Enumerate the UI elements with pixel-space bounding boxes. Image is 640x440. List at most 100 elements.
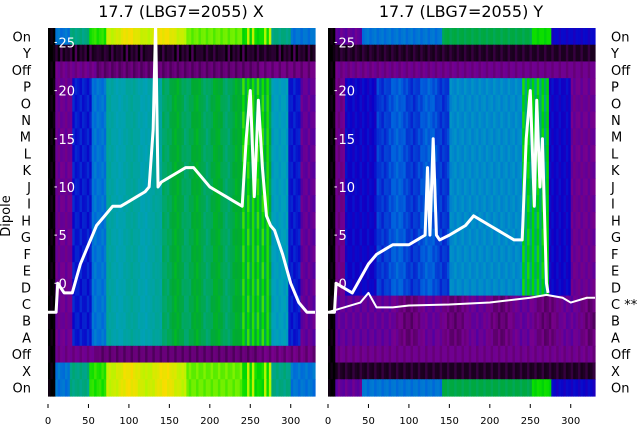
heatmap-cell bbox=[208, 329, 212, 347]
heatmap-cell bbox=[261, 379, 265, 397]
heatmap-cell bbox=[213, 145, 217, 163]
heatmap-cell bbox=[60, 195, 64, 213]
heatmap-cell bbox=[580, 78, 584, 96]
heatmap-cell bbox=[183, 329, 187, 347]
heatmap-cell bbox=[230, 345, 234, 364]
heatmap-cell bbox=[466, 111, 470, 129]
heatmap-cell bbox=[340, 262, 344, 280]
heatmap-cell bbox=[103, 295, 107, 313]
heatmap-cell bbox=[415, 362, 419, 380]
heatmap-cell bbox=[366, 78, 370, 96]
heatmap-cell bbox=[94, 178, 98, 196]
heatmap-cell bbox=[162, 212, 166, 230]
heatmap-cell bbox=[541, 345, 545, 364]
heatmap-cell bbox=[553, 111, 557, 129]
heatmap-cell bbox=[556, 295, 560, 313]
heatmap-cell bbox=[420, 195, 424, 213]
heatmap-cell bbox=[388, 228, 392, 247]
heatmap-cell bbox=[456, 312, 460, 330]
heatmap-cell bbox=[328, 212, 332, 230]
heatmap-cell bbox=[473, 94, 477, 113]
heatmap-cell bbox=[408, 145, 412, 163]
heatmap-cell bbox=[111, 111, 115, 129]
heatmap-cell bbox=[210, 78, 214, 96]
heatmap-cell bbox=[502, 245, 506, 263]
heatmap-cell bbox=[495, 245, 499, 263]
heatmap-cell bbox=[128, 111, 132, 129]
heatmap-cell bbox=[563, 362, 567, 380]
heatmap-cell bbox=[251, 362, 255, 380]
heatmap-cell bbox=[193, 145, 197, 163]
heatmap-cell bbox=[183, 312, 187, 330]
heatmap-cell bbox=[459, 329, 463, 347]
heatmap-cell bbox=[337, 245, 341, 263]
heatmap-cell bbox=[495, 78, 499, 96]
heatmap-cell bbox=[449, 245, 453, 263]
heatmap-cell bbox=[290, 78, 294, 96]
heatmap-cell bbox=[84, 379, 88, 397]
heatmap-cell bbox=[174, 94, 178, 113]
heatmap-cell bbox=[461, 28, 465, 46]
heatmap-cell bbox=[147, 111, 151, 129]
heatmap-cell bbox=[573, 362, 577, 380]
heatmap-cell bbox=[342, 78, 346, 96]
heatmap-cell bbox=[285, 362, 289, 380]
heatmap-cell bbox=[493, 295, 497, 313]
heatmap-cell bbox=[456, 94, 460, 113]
heatmap-cell bbox=[186, 94, 190, 113]
heatmap-cell bbox=[312, 161, 316, 180]
heatmap-cell bbox=[281, 44, 285, 63]
heatmap-cell bbox=[281, 128, 285, 146]
heatmap-cell bbox=[89, 379, 93, 397]
heatmap-cell bbox=[89, 78, 93, 96]
heatmap-cell bbox=[91, 128, 95, 146]
heatmap-cell bbox=[154, 362, 158, 380]
heatmap-cell bbox=[62, 161, 66, 180]
heatmap-cell bbox=[137, 145, 141, 163]
heatmap-cell bbox=[48, 61, 52, 79]
heatmap-cell bbox=[412, 295, 416, 313]
heatmap-cell bbox=[502, 28, 506, 46]
heatmap-cell bbox=[582, 78, 586, 96]
heatmap-cell bbox=[534, 362, 538, 380]
heatmap-cell bbox=[405, 345, 409, 364]
heatmap-cell bbox=[94, 28, 98, 46]
heatmap-cell bbox=[115, 78, 119, 96]
heatmap-cell bbox=[546, 379, 550, 397]
heatmap-cell bbox=[179, 78, 183, 96]
heatmap-cell bbox=[89, 245, 93, 263]
heatmap-cell bbox=[383, 312, 387, 330]
heatmap-cell bbox=[398, 178, 402, 196]
heatmap-cell bbox=[371, 212, 375, 230]
heatmap-cell bbox=[191, 362, 195, 380]
heatmap-cell bbox=[347, 329, 351, 347]
heatmap-cell bbox=[558, 228, 562, 247]
heatmap-cell bbox=[337, 379, 341, 397]
heatmap-cell bbox=[459, 312, 463, 330]
heatmap-cell bbox=[120, 212, 124, 230]
heatmap-cell bbox=[510, 195, 514, 213]
heatmap-cell bbox=[471, 78, 475, 96]
heatmap-cell bbox=[152, 379, 156, 397]
heatmap-cell bbox=[466, 195, 470, 213]
heatmap-cell bbox=[237, 295, 241, 313]
heatmap-cell bbox=[98, 161, 102, 180]
heatmap-cell bbox=[183, 61, 187, 79]
heatmap-cell bbox=[69, 28, 73, 46]
heatmap-cell bbox=[276, 28, 280, 46]
heatmap-cell bbox=[349, 312, 353, 330]
heatmap-cell bbox=[55, 111, 59, 129]
heatmap-cell bbox=[473, 78, 477, 96]
heatmap-cell bbox=[281, 78, 285, 96]
heatmap-cell bbox=[473, 228, 477, 247]
heatmap-cell bbox=[176, 44, 180, 63]
heatmap-cell bbox=[531, 228, 535, 247]
heatmap-cell bbox=[432, 78, 436, 96]
heatmap-cell bbox=[242, 245, 246, 263]
heatmap-cell bbox=[461, 312, 465, 330]
heatmap-cell bbox=[480, 228, 484, 247]
heatmap-cell bbox=[193, 278, 197, 297]
heatmap-cell bbox=[585, 128, 589, 146]
heatmap-cell bbox=[335, 145, 339, 163]
heatmap-cell bbox=[118, 28, 122, 46]
